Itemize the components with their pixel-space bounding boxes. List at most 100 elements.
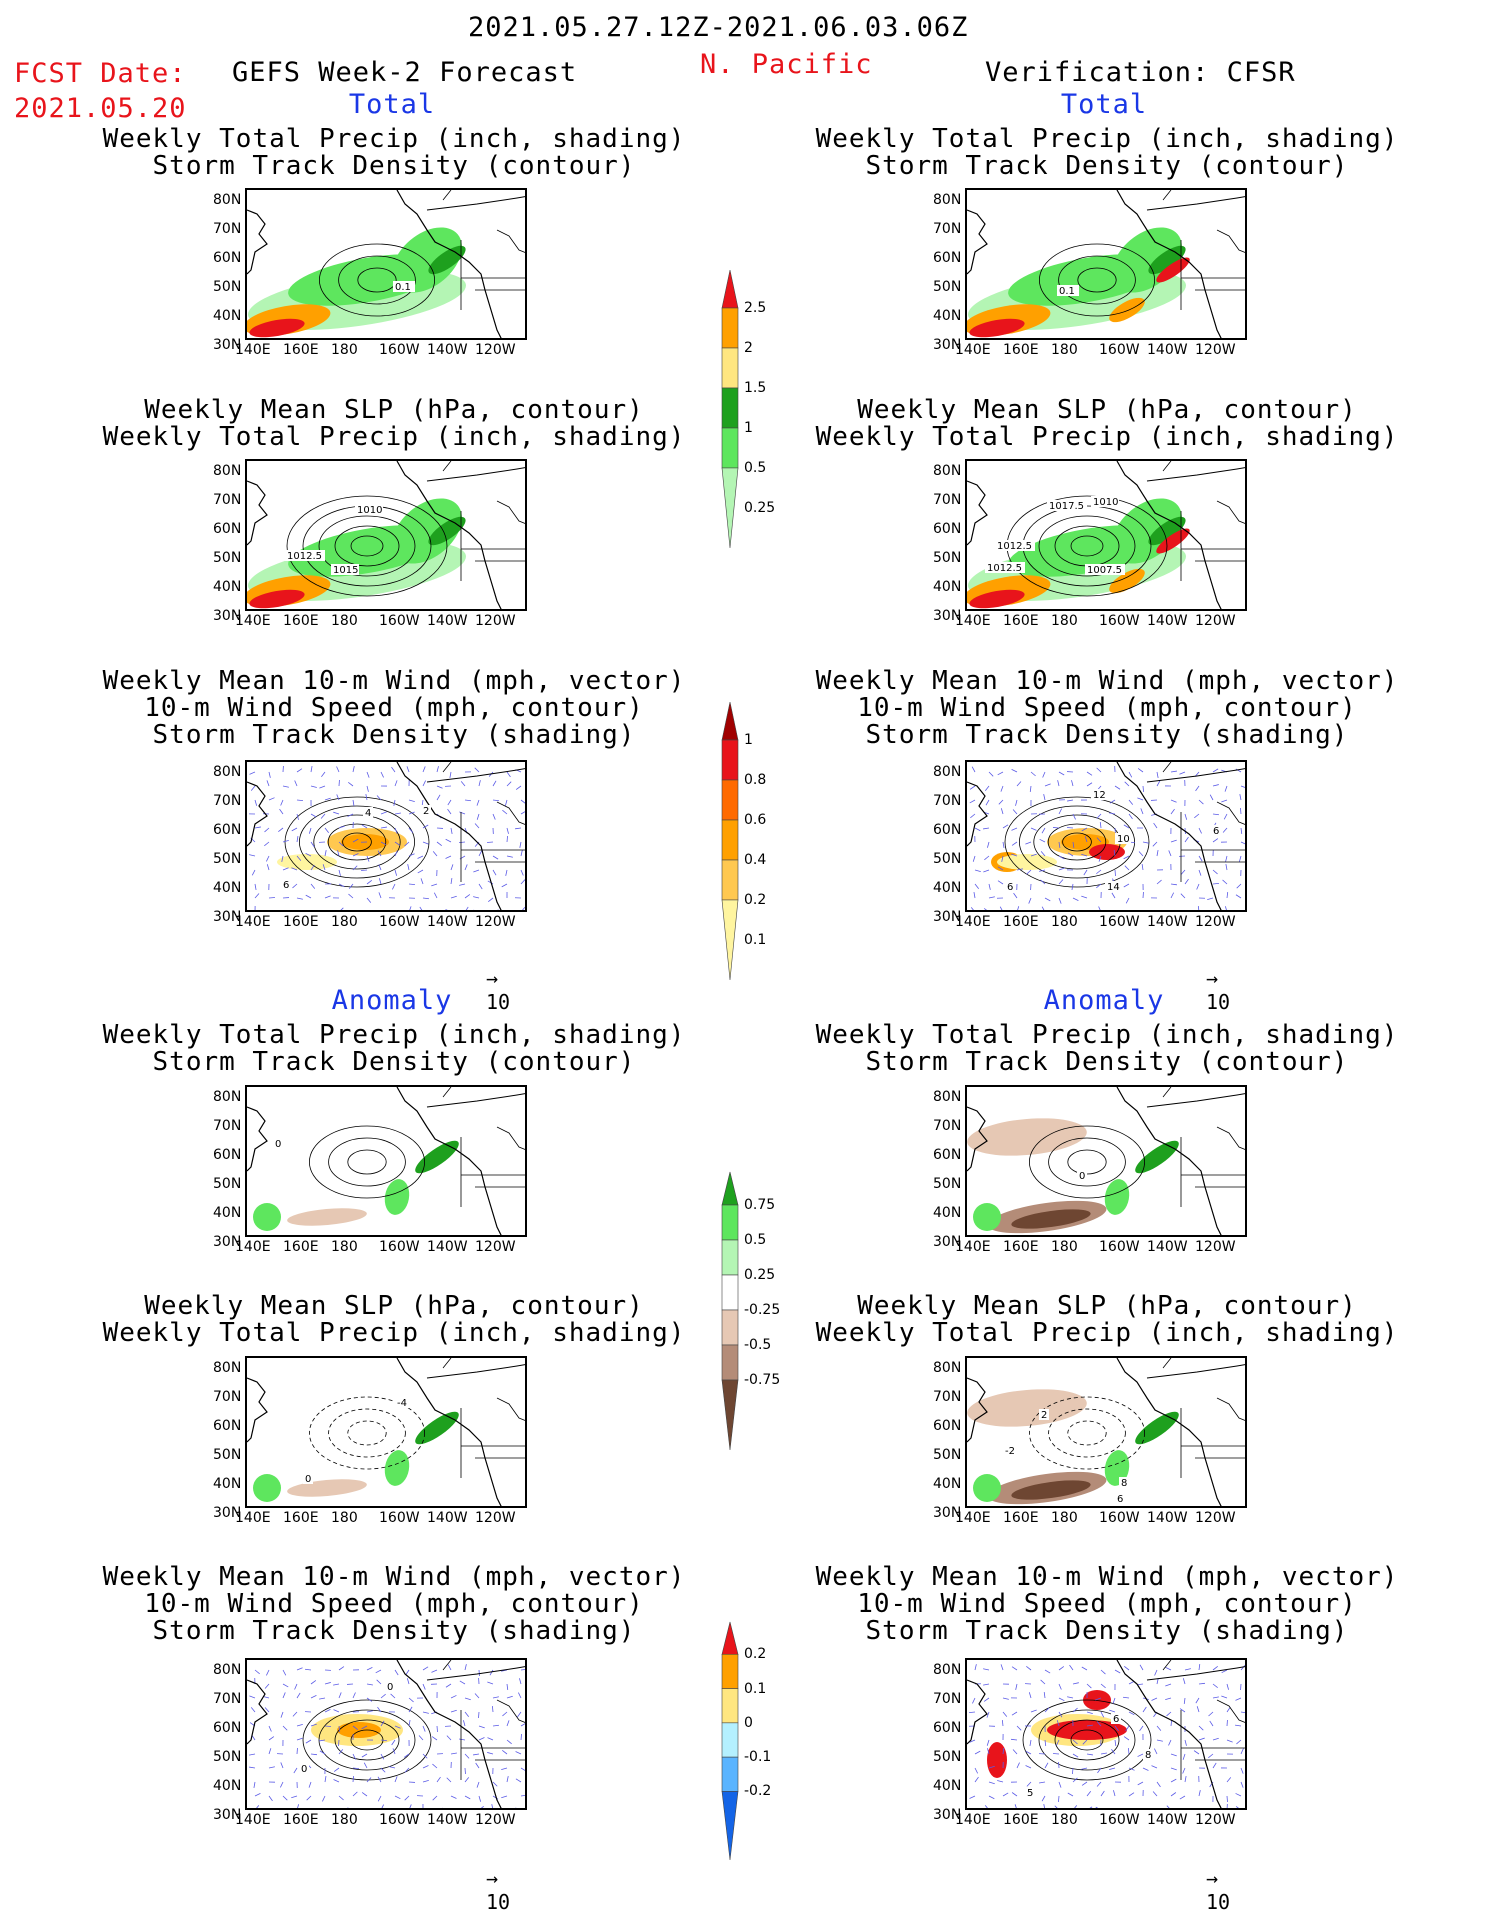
lon-tick-label: 160E xyxy=(283,342,319,358)
lon-tick-label: 140W xyxy=(427,1510,468,1526)
lon-tick-label: 120W xyxy=(1195,1812,1236,1828)
lat-tick-label: 60N xyxy=(213,521,242,537)
lat-tick-label: 70N xyxy=(933,793,962,809)
contour-label: 6 xyxy=(1113,1714,1119,1725)
lat-tick-label: 40N xyxy=(933,308,962,324)
colorbar-label: 0.2 xyxy=(744,1646,767,1663)
panel-title-fc-anom-wind: Weekly Mean 10-m Wind (mph, vector) 10-m … xyxy=(102,1562,686,1646)
lon-tick-label: 140W xyxy=(427,342,468,358)
lat-tick-label: 70N xyxy=(213,1118,242,1134)
lon-tick-label: 180 xyxy=(1051,613,1078,629)
lon-tick-label: 160W xyxy=(379,1812,420,1828)
lat-tick-label: 70N xyxy=(213,1691,242,1707)
contour-label: 0 xyxy=(301,1764,307,1775)
lon-tick-label: 180 xyxy=(331,914,358,930)
lon-tick-label: 180 xyxy=(331,1239,358,1255)
lon-tick-label: 160E xyxy=(1003,1510,1039,1526)
lat-tick-label: 50N xyxy=(213,1176,242,1192)
lon-tick-label: 140E xyxy=(955,1239,991,1255)
colorbar-label: 0.2 xyxy=(744,892,767,908)
contour-label: 0 xyxy=(387,1682,393,1693)
panel-title-ver-anom-precip: Weekly Total Precip (inch, shading) Storm… xyxy=(815,1020,1399,1077)
colorbar-label: 0.1 xyxy=(744,1680,767,1697)
map-fc-wind: 4 2 6 xyxy=(245,760,527,912)
lon-tick-label: 120W xyxy=(475,1239,516,1255)
colorbar-label: -0.5 xyxy=(744,1337,772,1353)
lon-tick-label: 140W xyxy=(427,1812,468,1828)
lat-tick-label: 60N xyxy=(933,250,962,266)
lon-tick-label: 180 xyxy=(331,1812,358,1828)
lat-tick-label: 70N xyxy=(213,1389,242,1405)
lon-tick-label: 120W xyxy=(1195,1510,1236,1526)
section-anomaly-right: Anomaly xyxy=(1043,985,1165,1016)
lon-tick-label: 140E xyxy=(235,1239,271,1255)
lat-tick-label: 80N xyxy=(933,1662,962,1678)
lat-tick-label: 30N xyxy=(933,608,962,624)
map-ver-anom-precip: 0 xyxy=(965,1085,1247,1237)
colorbar-label: -0.75 xyxy=(744,1372,781,1388)
lon-tick-label: 160E xyxy=(283,1510,319,1526)
colorbar-storm-anom xyxy=(721,1621,739,1861)
contour-label: 10 xyxy=(1117,834,1130,845)
colorbar-precip-total xyxy=(721,269,739,549)
fcst-label: FCST Date: xyxy=(14,58,187,89)
lon-tick-label: 120W xyxy=(475,1812,516,1828)
lat-tick-label: 30N xyxy=(213,1505,242,1521)
lat-tick-label: 80N xyxy=(933,192,962,208)
lat-tick-label: 80N xyxy=(933,463,962,479)
lon-tick-label: 140E xyxy=(955,613,991,629)
lon-tick-label: 160E xyxy=(283,1239,319,1255)
lat-tick-label: 30N xyxy=(213,909,242,925)
map-ver-wind: 12 10 14 6 6 xyxy=(965,760,1247,912)
map-ver-slp: 1017.5 1010 1012.5 1012.5 1007.5 xyxy=(965,459,1247,611)
lon-tick-label: 160W xyxy=(1099,342,1140,358)
contour-label: -2 xyxy=(1005,1446,1015,1457)
lon-tick-label: 160E xyxy=(283,914,319,930)
lat-tick-label: 60N xyxy=(213,1720,242,1736)
panel-title-fc-slp: Weekly Mean SLP (hPa, contour) Weekly Tot… xyxy=(102,395,686,452)
lon-tick-label: 140E xyxy=(235,1510,271,1526)
lon-tick-label: 160E xyxy=(1003,1812,1039,1828)
lon-tick-label: 120W xyxy=(475,914,516,930)
lat-tick-label: 80N xyxy=(213,1360,242,1376)
lon-tick-label: 160E xyxy=(1003,342,1039,358)
lon-tick-label: 160E xyxy=(283,1812,319,1828)
lat-tick-label: 30N xyxy=(933,337,962,353)
lon-tick-label: 160W xyxy=(379,1239,420,1255)
contour-label: 0 xyxy=(305,1474,311,1485)
lat-tick-label: 30N xyxy=(213,608,242,624)
lon-tick-label: 160E xyxy=(1003,1239,1039,1255)
lon-tick-label: 160W xyxy=(379,613,420,629)
colorbar-label: 0.25 xyxy=(744,500,776,516)
lat-tick-label: 60N xyxy=(213,1418,242,1434)
lat-tick-label: 70N xyxy=(933,221,962,237)
colorbar-label: 2 xyxy=(744,340,753,356)
lat-tick-label: 50N xyxy=(933,851,962,867)
lon-tick-label: 160E xyxy=(283,613,319,629)
contour-label: 6 xyxy=(1007,882,1013,893)
contour-label: 1012.5 xyxy=(287,551,322,562)
lat-tick-label: 40N xyxy=(933,1778,962,1794)
lat-tick-label: 50N xyxy=(213,851,242,867)
map-ver-precip: 0.1 xyxy=(965,188,1247,340)
lat-tick-label: 70N xyxy=(933,1691,962,1707)
lat-tick-label: 30N xyxy=(933,909,962,925)
map-ver-anom-wind: 6 8 5 xyxy=(965,1658,1247,1810)
lat-tick-label: 50N xyxy=(933,1447,962,1463)
lat-tick-label: 70N xyxy=(933,1118,962,1134)
colorbar-label: -0.25 xyxy=(744,1302,781,1318)
lat-tick-label: 50N xyxy=(933,550,962,566)
lat-tick-label: 70N xyxy=(213,492,242,508)
lon-tick-label: 140E xyxy=(235,914,271,930)
lat-tick-label: 80N xyxy=(933,1089,962,1105)
lon-tick-label: 180 xyxy=(331,613,358,629)
lon-tick-label: 180 xyxy=(1051,1510,1078,1526)
lon-tick-label: 140W xyxy=(1147,342,1188,358)
lon-tick-label: 180 xyxy=(331,1510,358,1526)
colorbar-label: -0.2 xyxy=(744,1783,772,1800)
lat-tick-label: 50N xyxy=(213,550,242,566)
colorbar-label: 0 xyxy=(744,1714,753,1731)
lon-tick-label: 120W xyxy=(475,1510,516,1526)
colorbar-label: -0.1 xyxy=(744,1749,772,1766)
